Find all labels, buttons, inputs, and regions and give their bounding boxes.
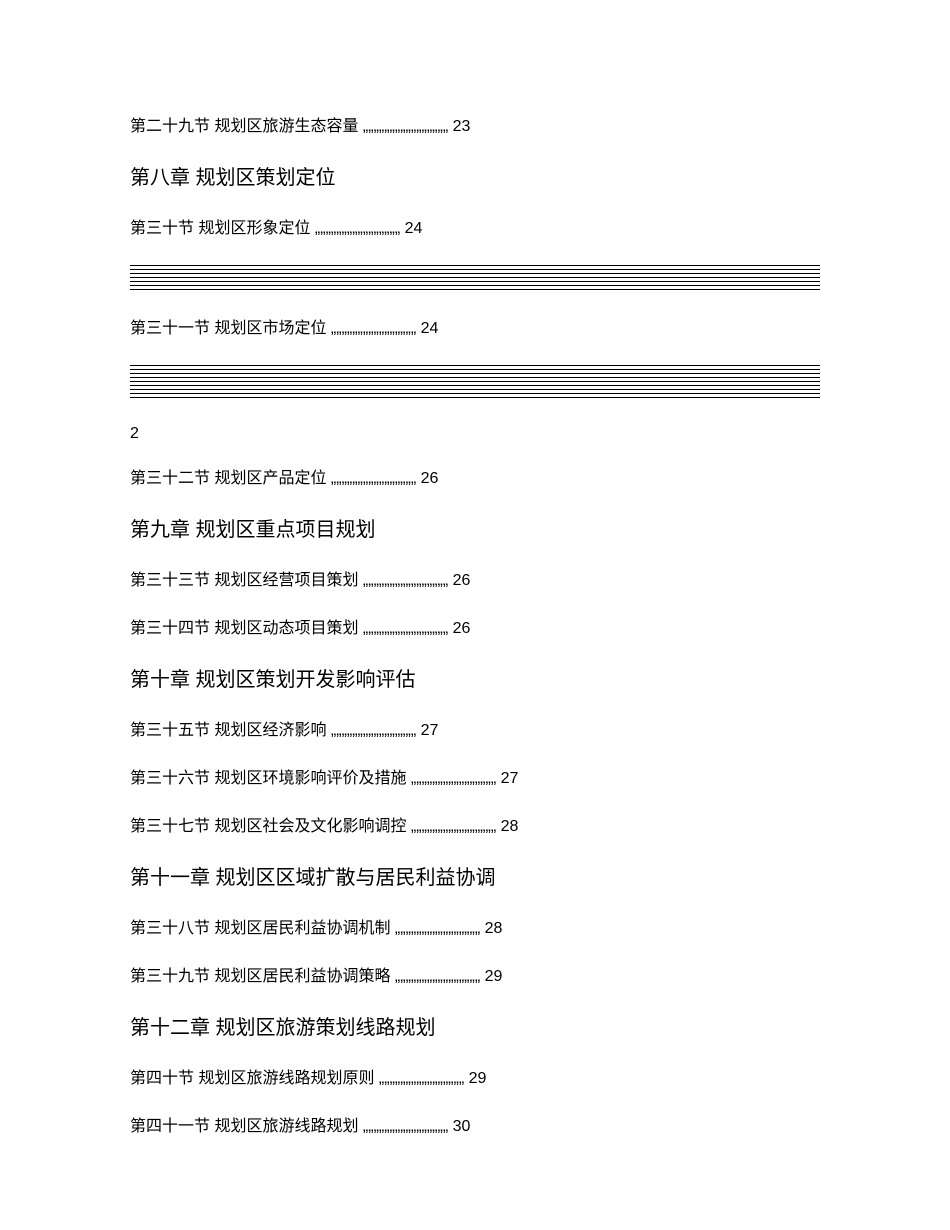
toc-chapter-heading: 第十二章 规划区旅游策划线路规划 [130,1013,820,1043]
toc-leader-dots: „„„„„„„„„„„„„„„„ [411,770,501,787]
section-label: 第三十四节 规划区动态项目策划 [130,620,363,637]
section-label: 第三十八节 规划区居民利益协调机制 [130,920,395,937]
toc-page-number: 26 [421,470,439,487]
toc-chapter-heading: 第十一章 规划区区域扩散与居民利益协调 [130,863,820,893]
section-label: 第三十七节 规划区社会及文化影响调控 [130,818,411,835]
section-label: 第四十一节 规划区旅游线路规划 [130,1118,363,1135]
toc-section-entry: 第三十四节 规划区动态项目策划 „„„„„„„„„„„„„„„„ 26 [130,617,820,641]
section-label: 第三十三节 规划区经营项目策划 [130,572,363,589]
toc-page-number: 26 [453,572,471,589]
toc-page-number: 24 [405,220,423,237]
toc-page-number: 28 [501,818,519,835]
section-label: 第三十五节 规划区经济影响 [130,722,331,739]
toc-leader-dots: „„„„„„„„„„„„„„„„ [315,220,405,237]
toc-leader-dots: „„„„„„„„„„„„„„„„ [395,920,485,937]
toc-page-number: 29 [485,968,503,985]
toc-page-number: 30 [453,1118,471,1135]
toc-leader-dots: „„„„„„„„„„„„„„„„ [331,722,421,739]
toc-section-entry: 第三十五节 规划区经济影响 „„„„„„„„„„„„„„„„ 27 [130,719,820,743]
toc-page-number: 27 [501,770,519,787]
toc-leader-dots: „„„„„„„„„„„„„„„„ [379,1070,469,1087]
toc-page-number: 28 [485,920,503,937]
toc-page-number: 29 [469,1070,487,1087]
toc-section-entry: 第四十节 规划区旅游线路规划原则 „„„„„„„„„„„„„„„„ 29 [130,1067,820,1091]
toc-section-entry: 第三十七节 规划区社会及文化影响调控 „„„„„„„„„„„„„„„„ 28 [130,815,820,839]
horizontal-rule-block [130,365,820,401]
toc-page-number: 27 [421,722,439,739]
toc-container: 第二十九节 规划区旅游生态容量 „„„„„„„„„„„„„„„„ 23 第八章 规… [130,115,820,1139]
toc-section-entry: 第三十三节 规划区经营项目策划 „„„„„„„„„„„„„„„„ 26 [130,569,820,593]
section-label: 第三十九节 规划区居民利益协调策略 [130,968,395,985]
toc-leader-dots: „„„„„„„„„„„„„„„„ [411,818,501,835]
toc-section-entry: 第三十九节 规划区居民利益协调策略 „„„„„„„„„„„„„„„„ 29 [130,965,820,989]
toc-leader-dots: „„„„„„„„„„„„„„„„ [363,620,453,637]
toc-leader-dots: „„„„„„„„„„„„„„„„ [331,470,421,487]
section-label: 第三十一节 规划区市场定位 [130,320,331,337]
toc-leader-dots: „„„„„„„„„„„„„„„„ [331,320,421,337]
section-label: 第四十节 规划区旅游线路规划原则 [130,1070,379,1087]
toc-section-entry: 第三十八节 规划区居民利益协调机制 „„„„„„„„„„„„„„„„ 28 [130,917,820,941]
toc-page-number: 24 [421,320,439,337]
section-label: 第二十九节 规划区旅游生态容量 [130,118,363,135]
section-label: 第三十二节 规划区产品定位 [130,470,331,487]
toc-leader-dots: „„„„„„„„„„„„„„„„ [395,968,485,985]
section-label: 第三十节 规划区形象定位 [130,220,315,237]
horizontal-rule-block [130,265,820,293]
toc-chapter-heading: 第十章 规划区策划开发影响评估 [130,665,820,695]
toc-leader-dots: „„„„„„„„„„„„„„„„ [363,118,453,135]
toc-chapter-heading: 第九章 规划区重点项目规划 [130,515,820,545]
toc-page-number: 23 [453,118,471,135]
section-label: 第三十六节 规划区环境影响评价及措施 [130,770,411,787]
toc-section-entry: 第三十一节 规划区市场定位 „„„„„„„„„„„„„„„„ 24 [130,317,820,341]
toc-section-entry: 第四十一节 规划区旅游线路规划 „„„„„„„„„„„„„„„„ 30 [130,1115,820,1139]
page-number-marker: 2 [130,425,820,443]
toc-section-entry: 第三十六节 规划区环境影响评价及措施 „„„„„„„„„„„„„„„„ 27 [130,767,820,791]
toc-section-entry: 第三十二节 规划区产品定位 „„„„„„„„„„„„„„„„ 26 [130,467,820,491]
toc-section-entry: 第三十节 规划区形象定位 „„„„„„„„„„„„„„„„ 24 [130,217,820,241]
toc-section-entry: 第二十九节 规划区旅游生态容量 „„„„„„„„„„„„„„„„ 23 [130,115,820,139]
toc-chapter-heading: 第八章 规划区策划定位 [130,163,820,193]
toc-leader-dots: „„„„„„„„„„„„„„„„ [363,1118,453,1135]
toc-page-number: 26 [453,620,471,637]
toc-leader-dots: „„„„„„„„„„„„„„„„ [363,572,453,589]
